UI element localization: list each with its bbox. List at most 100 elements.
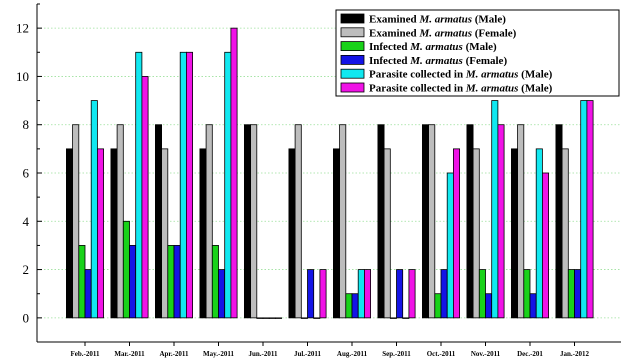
bar (122, 220, 130, 319)
bar (141, 76, 149, 319)
bar (268, 317, 276, 319)
bar (466, 124, 474, 319)
bar (288, 148, 296, 319)
y-tick-label: 10 (16, 69, 29, 84)
legend-swatch (340, 41, 365, 51)
bar (211, 245, 219, 319)
x-tick-label: Jan.-2012 (560, 350, 589, 358)
bar (561, 148, 569, 319)
bar (555, 124, 563, 319)
bars (66, 27, 594, 319)
bar (574, 269, 582, 319)
y-tick-label: 2 (23, 262, 30, 277)
bar (116, 124, 124, 319)
bar (199, 148, 207, 319)
bar (389, 317, 397, 319)
x-tick-label: Apr.-2011 (159, 350, 189, 358)
x-axis-ticks: Feb.-2011 Mar.-2011 Apr.-2011 May.-2011 Jun.… (71, 342, 589, 358)
y-tick-label: 4 (23, 214, 30, 229)
bar (580, 100, 588, 319)
legend-swatch (340, 68, 365, 79)
bar (491, 100, 499, 319)
x-tick-label: Feb.-2011 (71, 350, 100, 358)
bar (224, 51, 232, 319)
y-tick-label: 0 (23, 310, 30, 325)
bar (485, 293, 493, 319)
bar (78, 245, 86, 319)
bar (472, 148, 480, 319)
bar (262, 317, 270, 319)
y-axis-ticks: 0 2 4 6 8 10 12 (16, 3, 42, 343)
bar (363, 269, 371, 319)
legend-label: Examined M. armatus (Female) (369, 27, 517, 39)
bar (161, 148, 169, 319)
bar (243, 124, 251, 319)
bar (97, 148, 105, 319)
bar (383, 148, 391, 319)
legend-swatch (340, 55, 365, 65)
bar (434, 293, 442, 319)
bar (452, 148, 460, 319)
bar (402, 317, 410, 319)
legend: Examined M. armatus (Male)Examined M. ar… (335, 9, 620, 97)
bar (542, 172, 550, 319)
bar (110, 148, 118, 319)
y-tick-label: 6 (23, 166, 30, 181)
bar (396, 269, 404, 319)
bar (517, 124, 525, 319)
x-tick-label: Nov.-2011 (471, 350, 501, 358)
x-tick-label: Mar.-2011 (114, 350, 145, 358)
bar (535, 148, 543, 319)
bar (129, 245, 137, 319)
bar (167, 245, 175, 319)
legend-label: Infected M. armatus (Male) (369, 41, 497, 53)
bar (90, 100, 98, 319)
legend-label: Examined M. armatus (Male) (369, 14, 506, 26)
y-tick-label: 12 (16, 21, 29, 36)
x-tick-label: Jun.-2011 (249, 350, 278, 358)
legend-box (335, 9, 620, 97)
x-tick-label: Aug.-2011 (337, 350, 368, 358)
x-tick-label: Oct.-2011 (427, 350, 456, 358)
bar (230, 27, 238, 319)
bar (332, 148, 340, 319)
bar (497, 124, 505, 319)
bar (478, 269, 486, 319)
bar (72, 124, 80, 319)
bar (510, 148, 518, 319)
bar (154, 124, 162, 319)
bar (173, 245, 181, 319)
bar (84, 269, 92, 319)
bar (586, 100, 594, 319)
bar (300, 317, 308, 319)
bar (421, 124, 429, 319)
bar (567, 269, 575, 319)
bar (345, 293, 353, 319)
bar (319, 269, 327, 319)
legend-label: Parasite collected in M. armatus (Male) (369, 83, 553, 95)
bar (529, 293, 537, 319)
bar (250, 124, 258, 319)
bar (351, 293, 359, 319)
bar (135, 51, 143, 319)
x-tick-label: Sep.-2011 (382, 350, 411, 358)
bar (205, 124, 213, 319)
bar (179, 51, 187, 319)
bar (339, 124, 347, 319)
bar (274, 317, 282, 319)
y-tick-label: 8 (23, 117, 30, 132)
bar (66, 148, 74, 319)
bar (428, 124, 436, 319)
x-tick-label: Dec.-201 (517, 350, 543, 358)
legend-label: Infected M. armatus (Female) (369, 55, 507, 67)
bar (377, 124, 385, 319)
bar (185, 51, 193, 319)
legend-swatch (340, 27, 365, 38)
bar (357, 269, 365, 319)
legend-label: Parasite collected in M. armatus (Male) (369, 69, 553, 81)
legend-swatch (340, 13, 365, 24)
bar (218, 269, 226, 319)
x-tick-label: Jul.-2011 (294, 350, 322, 358)
bar (313, 317, 321, 319)
